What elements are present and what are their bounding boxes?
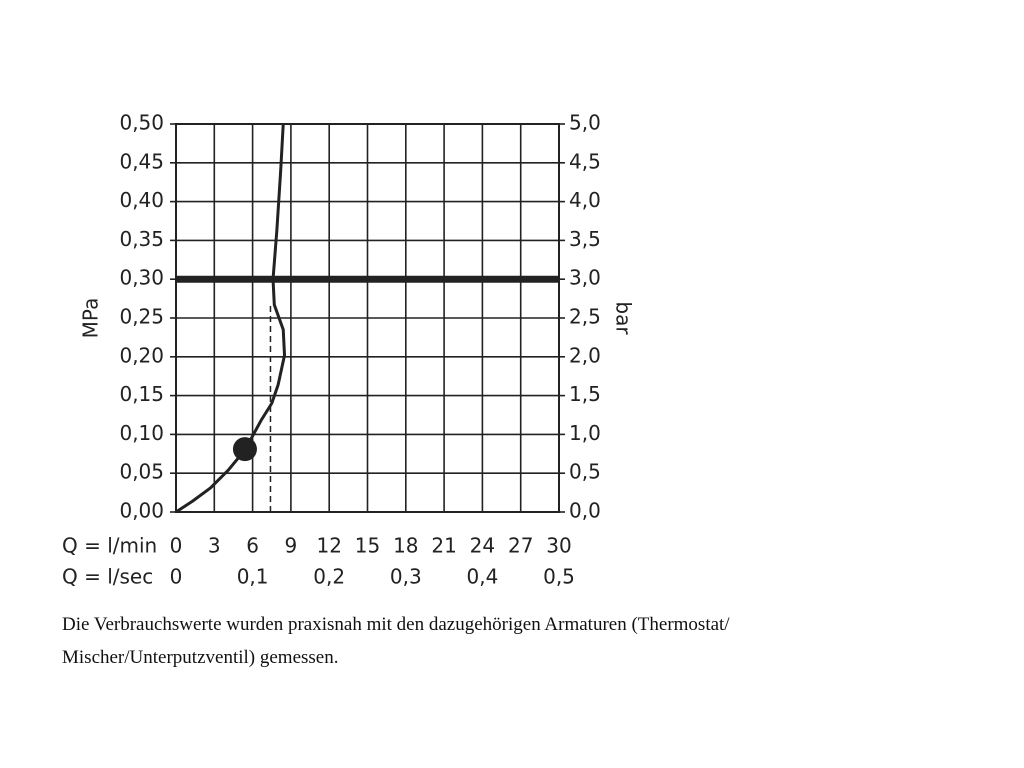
y-tick-label: 0,50 xyxy=(119,111,164,135)
x-axis-label: Q = l/min xyxy=(62,534,157,558)
operating-point xyxy=(232,437,257,462)
x2-tick-label: 0,4 xyxy=(466,565,498,589)
caption-line: Die Verbrauchswerte wurden praxisnah mit… xyxy=(62,614,730,635)
x-tick-label: 6 xyxy=(246,534,259,558)
y-tick-label: 0,05 xyxy=(119,460,164,484)
y-tick-label: 0,35 xyxy=(119,227,164,251)
x-tick-label: 30 xyxy=(546,534,571,558)
y-tick-label: 0,25 xyxy=(119,305,164,329)
caption: Die Verbrauchswerte wurden praxisnah mit… xyxy=(62,608,730,674)
x-tick-label: 27 xyxy=(508,534,533,558)
y2-tick-label: 2,5 xyxy=(569,305,601,329)
x2-tick-label: 0 xyxy=(170,565,183,589)
y-tick-label: 0,10 xyxy=(119,421,164,445)
chart: MPa bar Q = l/min Q = l/sec 0,000,050,10… xyxy=(62,111,636,589)
y2-tick-label: 2,0 xyxy=(569,343,601,367)
y-tick-label: 0,00 xyxy=(119,499,164,523)
x2-tick-label: 0,3 xyxy=(390,565,422,589)
y2-axis-label: bar xyxy=(612,301,636,335)
y2-tick-label: 3,0 xyxy=(569,266,601,290)
y-tick-label: 0,40 xyxy=(119,188,164,212)
y-tick-label: 0,15 xyxy=(119,382,164,406)
x-tick-label: 18 xyxy=(393,534,418,558)
x-tick-label: 0 xyxy=(170,534,183,558)
y-tick-label: 0,45 xyxy=(119,149,164,173)
y-tick-label: 0,20 xyxy=(119,343,164,367)
x2-axis-label: Q = l/sec xyxy=(62,565,153,589)
x-tick-label: 21 xyxy=(431,534,456,558)
x-tick-label: 12 xyxy=(316,534,341,558)
flow-curve xyxy=(175,123,287,514)
x2-tick-label: 0,1 xyxy=(237,565,269,589)
y2-tick-label: 3,5 xyxy=(569,227,601,251)
y2-tick-label: 4,5 xyxy=(569,149,601,173)
x-tick-label: 3 xyxy=(208,534,221,558)
x-tick-label: 24 xyxy=(470,534,495,558)
y2-tick-label: 0,0 xyxy=(569,499,601,523)
x-tick-label: 15 xyxy=(355,534,380,558)
y2-tick-label: 1,0 xyxy=(569,421,601,445)
caption-line: Mischer/Unterputzventil) gemessen. xyxy=(62,647,339,668)
y-tick-label: 0,30 xyxy=(119,266,164,290)
y-axis-label: MPa xyxy=(79,298,103,339)
x2-tick-label: 0,2 xyxy=(313,565,345,589)
y2-tick-label: 0,5 xyxy=(569,460,601,484)
x-tick-label: 9 xyxy=(285,534,298,558)
x2-tick-label: 0,5 xyxy=(543,565,575,589)
y2-tick-label: 4,0 xyxy=(569,188,601,212)
y2-tick-label: 1,5 xyxy=(569,382,601,406)
y2-tick-label: 5,0 xyxy=(569,111,601,135)
